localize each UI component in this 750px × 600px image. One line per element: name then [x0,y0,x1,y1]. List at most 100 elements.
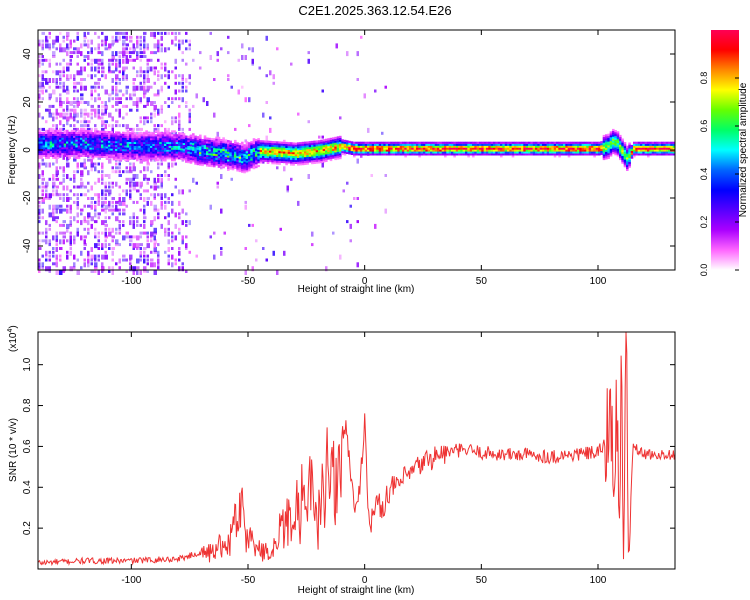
spectrogram-cell [255,139,258,142]
spectrogram-cell [110,148,113,151]
spectrogram-cell [54,152,57,156]
spectrogram-cell [238,148,242,151]
spectrogram-cell [166,149,169,152]
spectrogram-cell [262,149,265,153]
spectrogram-cell [75,143,78,146]
spectrogram-cell [544,151,547,154]
spectrogram-cell [98,155,102,158]
spectrogram-cell [301,157,305,160]
spectrogram-cell [203,141,207,144]
spectrogram-cell [544,147,547,150]
spectrogram-cell [45,35,48,41]
spectrogram-cell [525,153,529,156]
spectrogram-cell [257,155,260,158]
spectrogram-cell [329,158,333,162]
spectrogram-cell [38,85,42,89]
spectrogram-cell [423,153,426,156]
spectrogram-cell [62,266,66,272]
spectrogram-cell [202,97,205,103]
spectrogram-cell [502,153,505,156]
spectrogram-cell [262,140,265,143]
spectrogram-cell [143,166,146,172]
spectrogram-cell [80,145,83,148]
spectrogram-cell [90,112,93,116]
spectrogram-cell [82,133,85,136]
spectrogram-cell [280,151,284,154]
spectrogram-cell [332,146,335,150]
spectrogram-cell [276,47,279,51]
spectrogram-cell [460,143,463,146]
spectrogram-cell [336,136,340,139]
spectrogram-cell [143,141,146,144]
spectrogram-cell [206,147,209,150]
spectrogram-cell [49,127,53,131]
spectrogram-cell [115,135,118,138]
spectrogram-cell [166,139,169,143]
spectrogram-cell [40,133,43,136]
spectrogram-cell [255,162,258,165]
spectrogram-cell [96,134,99,137]
spectrogram-cell [584,141,587,144]
spectrogram-cell [292,161,295,164]
spectrogram-cell [138,153,141,156]
spectrogram-cell [164,62,167,66]
spectrogram-cell [136,159,139,162]
spectrogram-cell [227,35,230,39]
spectrogram-cell [145,141,148,144]
spectrogram-cell [521,147,524,150]
spectrogram-cell [62,197,65,202]
spectrogram-cell [453,145,456,148]
spectrogram-cell [339,149,342,152]
spectrogram-cell [507,145,510,148]
spectrogram-cell [201,158,204,161]
spectrogram-cell [278,153,281,156]
spectrogram-cell [243,151,246,155]
spectrogram-cell [133,155,137,158]
spectrogram-cell [251,47,254,53]
spectrogram-cell [80,143,83,146]
spectrogram-cell [132,223,135,229]
spectrogram-cell [62,70,65,74]
spectrogram-cell [262,151,265,154]
spectrogram-cell [362,153,365,156]
spectrogram-cell [87,133,90,136]
spectrogram-cell [139,70,143,74]
spectrogram-cell [353,197,356,200]
spectrogram-cell [178,151,181,154]
spectrogram-cell [45,131,48,134]
spectrogram-cell [299,147,302,150]
spectrogram-cell [122,70,125,76]
spectrogram-cell [80,131,83,134]
spectrogram-cell [77,139,81,142]
spectrogram-cell [560,151,564,154]
spectrogram-cell [278,143,281,146]
spectrogram-cell [82,154,85,157]
spectrogram-cell [146,43,149,49]
snr-y-tick-label: 1.0 [22,357,33,371]
spectrogram-cell [509,145,512,148]
spectrogram-cell [180,136,183,139]
spectrogram-cell [41,262,44,268]
spectrogram-cell [168,134,172,137]
spectrogram-cell [52,189,55,193]
spectrogram-cell [188,220,191,226]
spectrogram-cell [236,148,239,151]
spectrogram-cell [523,151,526,154]
spectrogram-cell [42,147,46,150]
spectrogram-cell [122,197,126,202]
spectrogram-cell [76,97,79,103]
spectrogram-cell [609,142,613,145]
spectrogram-cell [665,143,669,146]
spectrogram-cell [451,147,454,150]
spectrogram-cell [572,141,575,144]
spectrogram-cell [213,165,216,168]
spectrogram-cell [231,154,235,157]
spectrogram-cell [514,149,517,152]
spectrogram-cell [348,148,351,151]
spectrogram-cell [635,141,638,144]
spectrogram-cell [77,137,81,140]
spectrogram-cell [178,116,181,122]
spectrogram-cell [518,153,522,156]
spectrogram-cell [139,55,143,58]
spectrogram-cell [41,62,44,66]
